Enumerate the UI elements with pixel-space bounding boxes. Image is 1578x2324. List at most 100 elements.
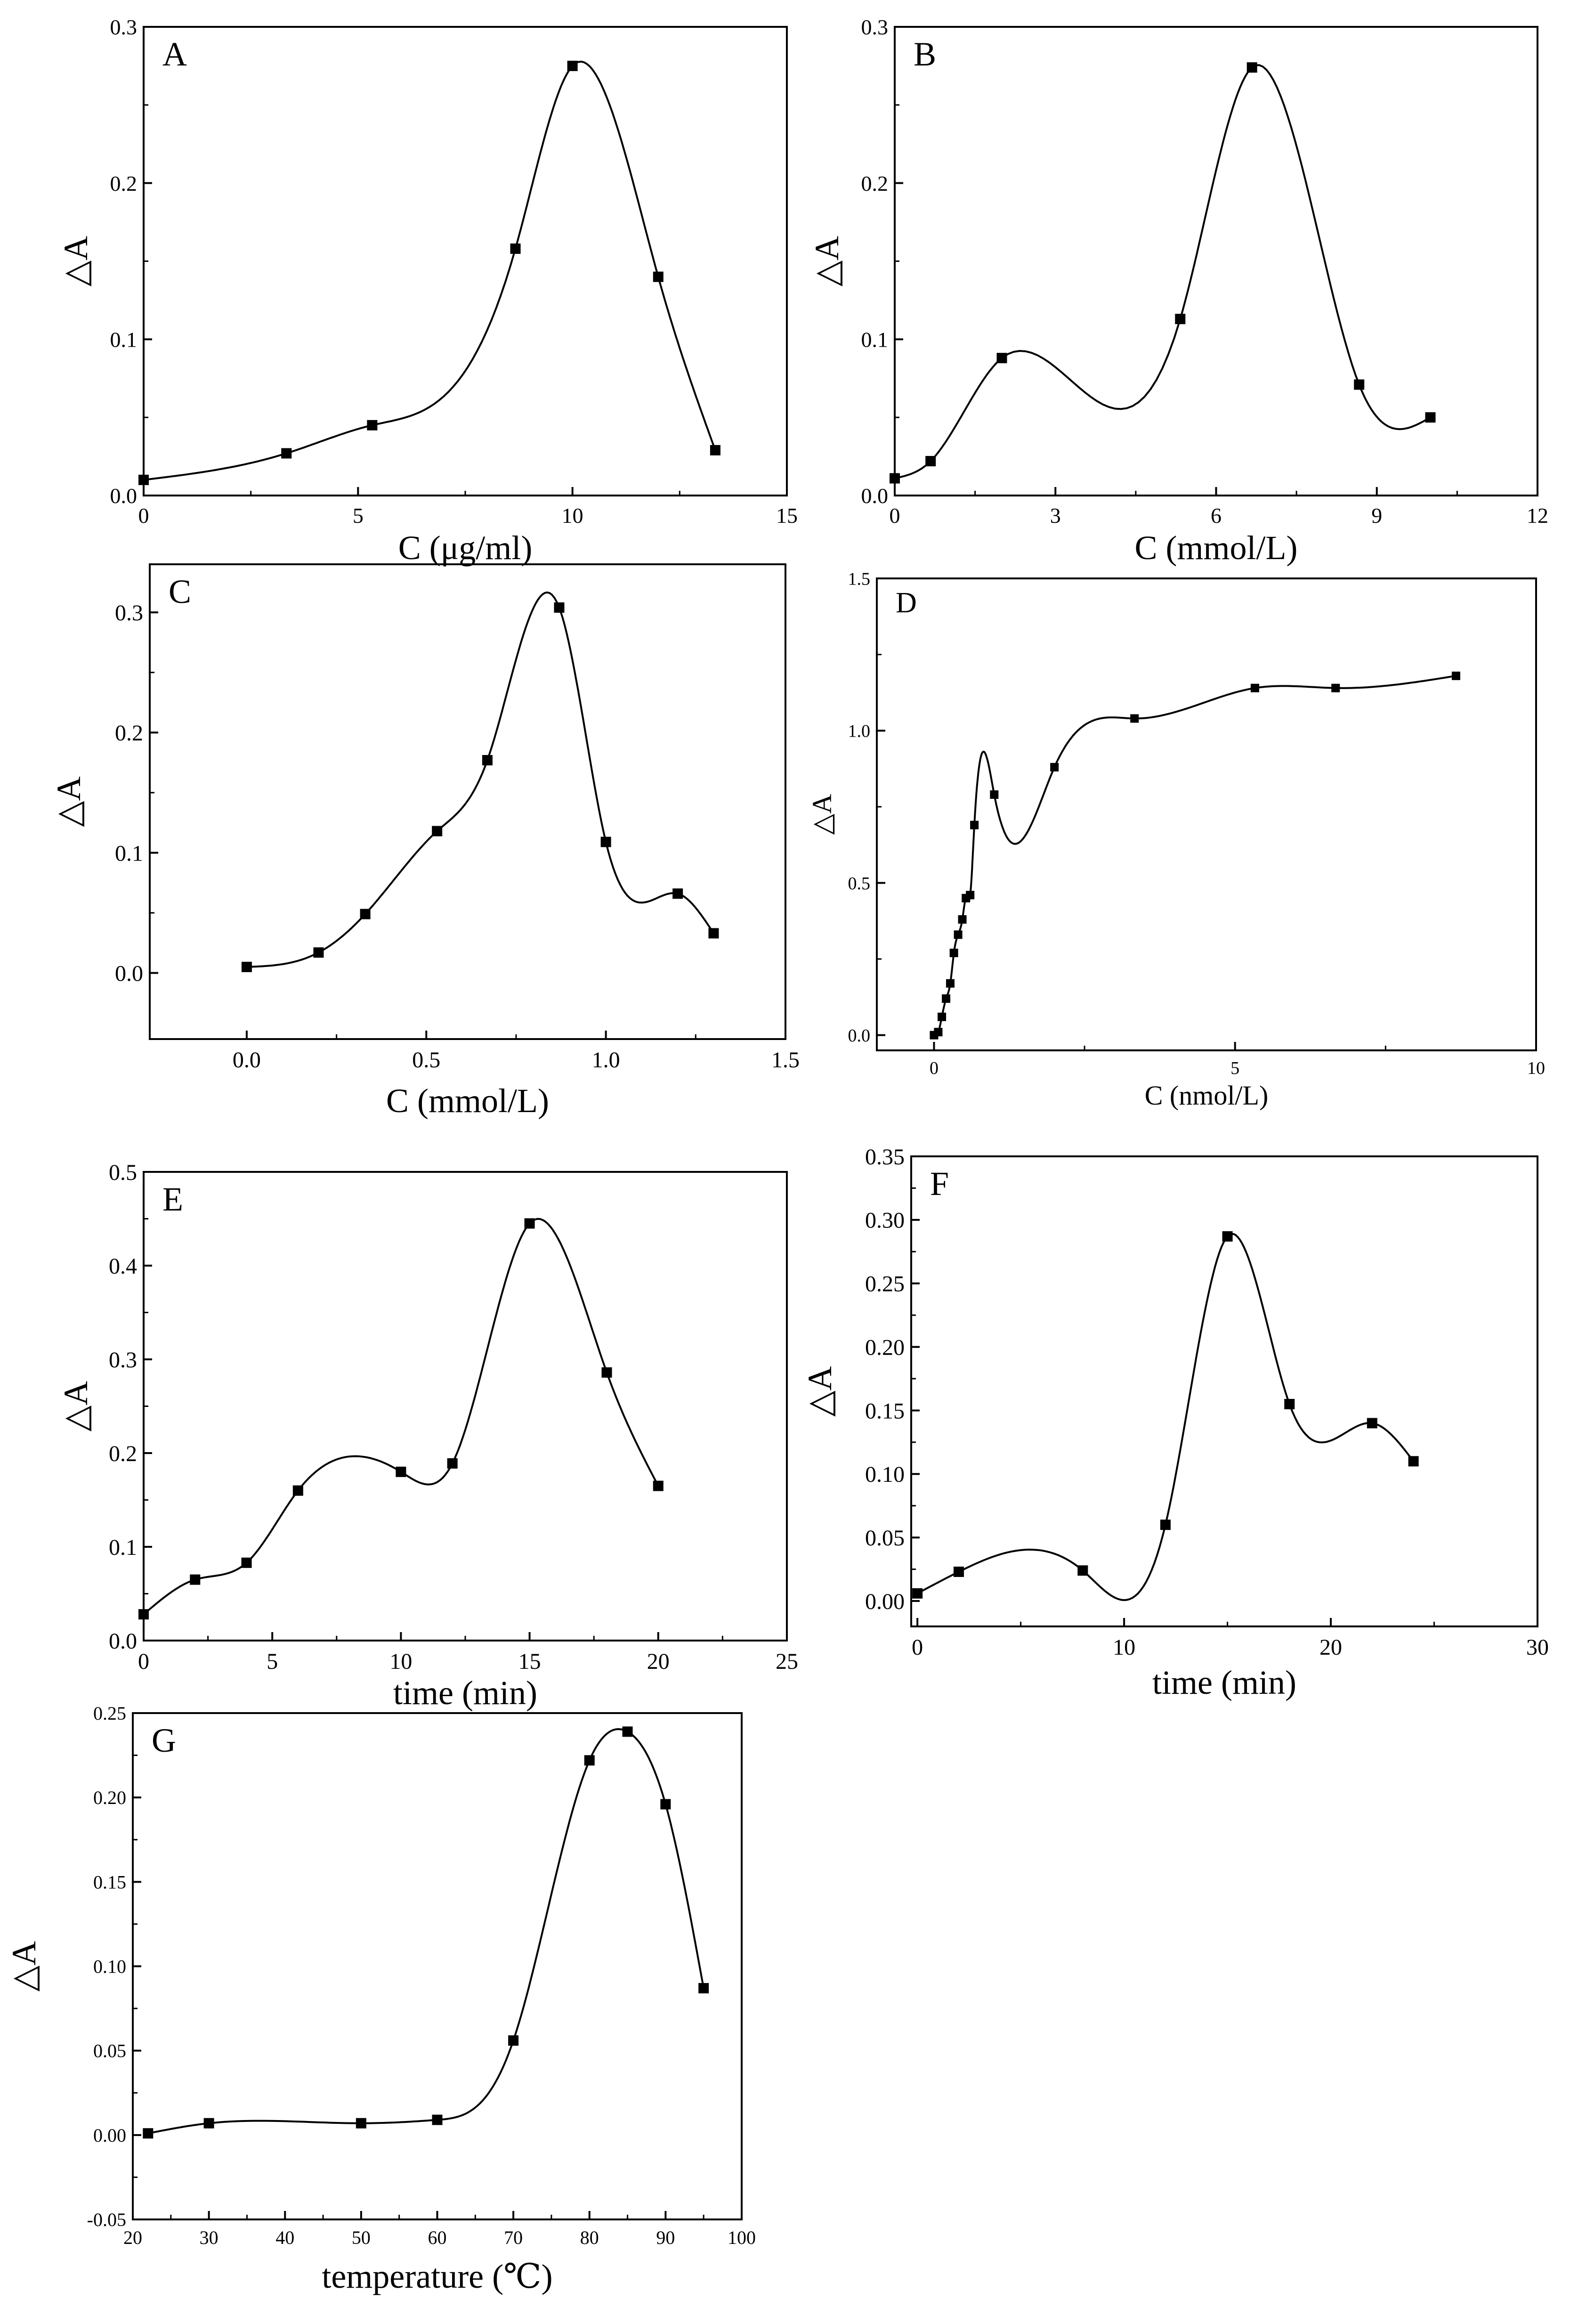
y-tick-label: 1.0 bbox=[848, 722, 871, 741]
data-point bbox=[653, 1480, 664, 1491]
plot-frame bbox=[143, 1171, 788, 1641]
x-axis-label: time (min) bbox=[1152, 1664, 1296, 1701]
data-point bbox=[567, 60, 578, 71]
data-point bbox=[925, 456, 936, 467]
x-tick-label: 90 bbox=[656, 2227, 675, 2248]
x-tick-label: 0 bbox=[930, 1058, 939, 1078]
data-point bbox=[966, 891, 975, 900]
x-tick-label: 12 bbox=[1527, 504, 1548, 528]
y-tick-label: 0.2 bbox=[110, 171, 138, 195]
y-tick-label: 0.3 bbox=[109, 1348, 137, 1373]
data-point bbox=[1050, 763, 1059, 772]
series-line bbox=[894, 64, 1431, 479]
chart-panel-e: 0 5 10 15 20 25 0.0 0.1 0.2 0.3 0.4 0.5 time (min) △A… bbox=[57, 1160, 798, 1712]
x-tick-label: 0.0 bbox=[233, 1048, 261, 1073]
x-axis-label: C (mmol/L) bbox=[386, 1082, 549, 1120]
x-tick-label: 30 bbox=[1526, 1635, 1549, 1660]
y-tick-label: 0.05 bbox=[865, 1526, 905, 1551]
data-point bbox=[1284, 1398, 1295, 1409]
series-line bbox=[143, 60, 716, 481]
y-tick-label: 0.15 bbox=[93, 1871, 126, 1893]
chart-panel-a: 0 5 10 15 0.0 0.1 0.2 0.3 C (μg/ml) △A A bbox=[57, 15, 798, 567]
chart-panel-d: 0 5 10 0.0 0.5 1.0 1.5 C (nmol/L) △A D bbox=[807, 569, 1545, 1111]
data-point bbox=[912, 1588, 923, 1599]
data-point bbox=[953, 1567, 964, 1577]
data-point bbox=[990, 790, 999, 799]
y-tick-label: 0.25 bbox=[865, 1272, 905, 1297]
x-axis-label: time (min) bbox=[393, 1674, 537, 1712]
x-tick-label: 1.5 bbox=[771, 1048, 800, 1073]
y-tick-label: 0.15 bbox=[865, 1398, 905, 1423]
y-tick-label: 0.3 bbox=[115, 601, 143, 626]
data-point bbox=[356, 2118, 366, 2129]
y-tick-label: 0.0 bbox=[848, 1026, 871, 1046]
x-tick-label: 40 bbox=[275, 2227, 294, 2248]
series-line bbox=[917, 1233, 1415, 1601]
data-point bbox=[1425, 412, 1436, 423]
x-tick-label: 70 bbox=[504, 2227, 523, 2248]
plot-frame bbox=[876, 577, 1537, 1051]
panel-label: B bbox=[914, 35, 936, 73]
chart-panel-b: 0 3 6 9 12 0.0 0.1 0.2 0.3 C (mmol/L) △A B bbox=[808, 15, 1548, 567]
data-point bbox=[524, 1218, 535, 1229]
y-tick-label: 0.2 bbox=[115, 721, 143, 746]
y-tick-label: 0.30 bbox=[865, 1208, 905, 1233]
x-tick-label: 25 bbox=[776, 1649, 798, 1674]
y-tick-label: 0.00 bbox=[865, 1589, 905, 1614]
data-point bbox=[1222, 1231, 1233, 1242]
data-point bbox=[1331, 683, 1340, 692]
data-point bbox=[946, 979, 955, 988]
series-line bbox=[934, 674, 1457, 1036]
data-point bbox=[508, 2035, 519, 2046]
data-point bbox=[143, 2128, 154, 2139]
y-tick-label: 0.25 bbox=[93, 1703, 126, 1724]
series-line bbox=[147, 1728, 705, 2135]
y-axis-label: △A bbox=[50, 776, 88, 827]
x-tick-label: 80 bbox=[580, 2227, 599, 2248]
y-tick-label: 1.5 bbox=[848, 569, 871, 589]
panel-label: D bbox=[896, 587, 917, 619]
x-tick-label: 0 bbox=[912, 1635, 923, 1660]
data-point bbox=[1451, 671, 1460, 680]
y-tick-label: 0.1 bbox=[109, 1535, 137, 1560]
data-point bbox=[653, 271, 664, 282]
data-point bbox=[934, 1028, 943, 1037]
data-point bbox=[241, 961, 252, 972]
y-tick-label: 0.0 bbox=[110, 484, 138, 508]
data-point bbox=[672, 888, 683, 899]
y-tick-label: 0.10 bbox=[93, 1956, 126, 1977]
x-tick-label: 50 bbox=[352, 2227, 371, 2248]
y-tick-label: 0.1 bbox=[110, 327, 138, 351]
data-point bbox=[203, 2118, 214, 2129]
data-point bbox=[313, 947, 324, 958]
x-tick-label: 5 bbox=[267, 1649, 278, 1674]
data-point bbox=[360, 909, 371, 919]
y-tick-label: 0.0 bbox=[109, 1629, 137, 1654]
data-point bbox=[1130, 714, 1139, 723]
y-tick-label: 0.5 bbox=[848, 874, 871, 894]
x-tick-label: 6 bbox=[1211, 504, 1222, 528]
data-point bbox=[1246, 62, 1257, 73]
data-point bbox=[367, 420, 378, 431]
y-tick-label: 0.0 bbox=[861, 484, 889, 508]
x-tick-label: 0.5 bbox=[412, 1048, 440, 1073]
x-tick-label: 20 bbox=[123, 2227, 142, 2248]
data-point bbox=[970, 821, 979, 829]
data-point bbox=[447, 1458, 458, 1469]
y-tick-label: 0.10 bbox=[865, 1462, 905, 1487]
y-axis-label: △A bbox=[5, 1941, 43, 1991]
y-tick-label: 0.2 bbox=[109, 1441, 137, 1466]
y-tick-label: 0.20 bbox=[865, 1335, 905, 1360]
series-line bbox=[246, 591, 715, 968]
y-tick-label: 0.1 bbox=[861, 327, 889, 351]
data-point bbox=[698, 1983, 709, 1994]
data-point bbox=[958, 915, 967, 924]
x-tick-label: 0 bbox=[138, 504, 149, 528]
x-tick-label: 100 bbox=[728, 2227, 756, 2248]
x-tick-label: 60 bbox=[428, 2227, 447, 2248]
data-point bbox=[292, 1485, 303, 1496]
y-tick-label: 0.05 bbox=[93, 2040, 126, 2062]
data-point bbox=[138, 1609, 149, 1620]
data-point bbox=[1408, 1456, 1419, 1467]
